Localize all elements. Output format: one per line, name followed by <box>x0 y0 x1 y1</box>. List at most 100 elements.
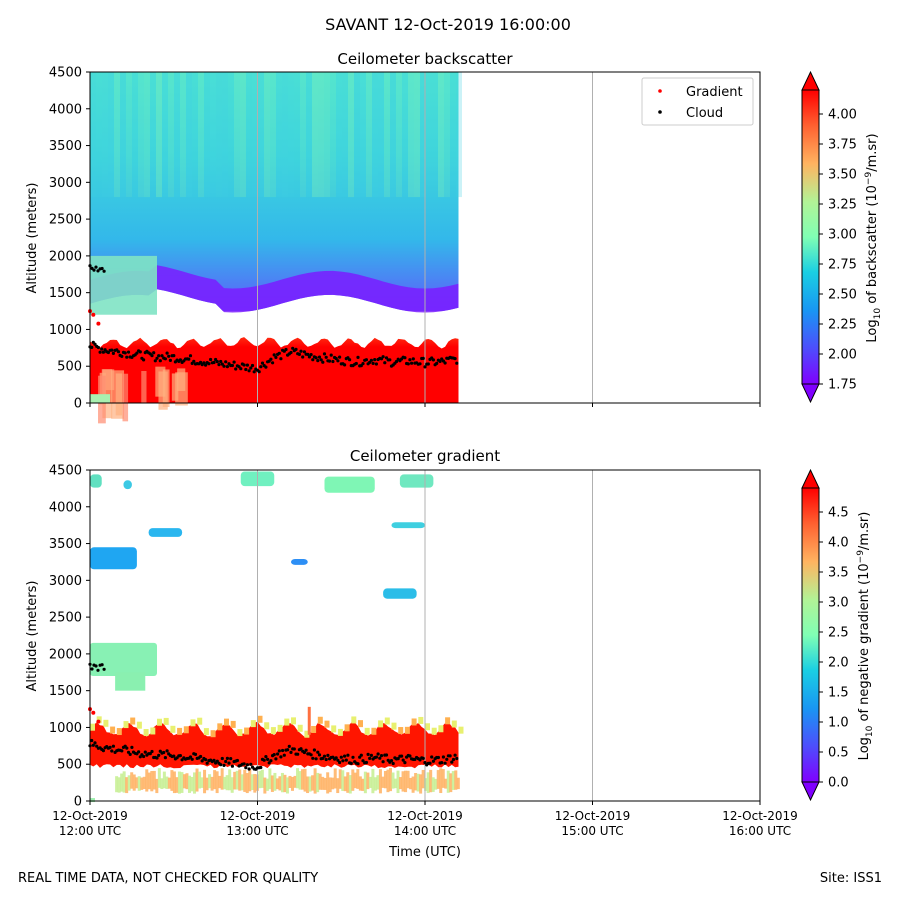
surface-layer-strip <box>409 777 413 790</box>
texture-column <box>234 72 240 198</box>
xtick-time: 13:00 UTC <box>226 824 288 838</box>
cloud-point <box>163 756 167 760</box>
surface-layer-strip <box>185 773 189 790</box>
cloud-point <box>381 355 385 359</box>
texture-column <box>222 72 228 198</box>
cloud-point <box>341 759 345 763</box>
cloud-point <box>364 358 368 362</box>
surface-layer-strip <box>253 774 257 793</box>
cloud-point <box>277 749 281 753</box>
cloud-point <box>120 749 124 753</box>
surface-layer-strip <box>424 778 428 791</box>
colorbar-1-bar <box>801 89 820 385</box>
cloud-point <box>264 365 268 369</box>
cloud-point <box>281 748 285 753</box>
band-fringe <box>217 723 223 731</box>
texture-column <box>444 72 450 198</box>
band-fringe <box>230 720 236 728</box>
cloud-point <box>150 749 154 754</box>
aerosol-blob <box>148 528 183 537</box>
cloud-point <box>108 745 112 750</box>
surface-layer-strip <box>150 770 154 792</box>
surface-layer-strip <box>346 772 350 793</box>
cloud-point <box>207 362 211 366</box>
surface-layer-strip <box>203 769 207 794</box>
surface-layer-strip <box>285 777 289 794</box>
band-fringe <box>264 722 270 730</box>
cloud-upper-point <box>100 663 104 667</box>
surface-layer-strip <box>235 770 239 790</box>
surface-layer-strip <box>348 775 352 794</box>
ytick-label: 1500 <box>49 286 82 301</box>
cloud-point <box>359 753 363 757</box>
texture-column <box>348 72 354 198</box>
cloud-upper-point <box>94 664 98 668</box>
surface-layer-strip <box>376 775 380 790</box>
surface-layer-strip <box>260 769 264 788</box>
texture-column <box>96 72 102 198</box>
cloud-point <box>384 753 389 757</box>
surface-layer-strip <box>451 771 455 790</box>
colorbar-tick-label: 4.0 <box>828 536 849 551</box>
cloud-point <box>250 363 255 368</box>
surface-layer-strip <box>130 772 134 789</box>
cloud-point <box>130 745 134 750</box>
band-fringe <box>110 726 116 734</box>
gradient-title: Ceilometer gradient <box>350 447 500 465</box>
ytick-label: 1000 <box>49 323 82 338</box>
cloud-point <box>301 355 305 359</box>
cloud-point <box>157 753 161 758</box>
surface-layer-strip <box>429 769 433 793</box>
cloud-point <box>334 756 338 760</box>
surface-layer-strip <box>338 769 342 789</box>
band-fringe <box>103 719 109 727</box>
surface-layer-strip <box>233 771 237 790</box>
cloud-point <box>421 356 425 360</box>
band-fringe <box>404 726 410 734</box>
cloud-point <box>125 746 129 750</box>
band-fringe <box>445 717 451 725</box>
upper-layer-region <box>90 642 157 676</box>
surface-patch <box>141 370 147 403</box>
texture-column <box>450 72 456 198</box>
cloud-point <box>430 755 434 759</box>
band-fringe <box>304 730 310 738</box>
cloud-point <box>291 346 295 350</box>
cloud-point <box>128 752 132 757</box>
cloud-point <box>100 347 104 351</box>
ytick-label: 3500 <box>49 537 82 552</box>
surface-layer-strip <box>250 774 254 790</box>
band-fringe <box>291 717 296 725</box>
cloud-point <box>93 342 97 346</box>
cloud-upper-point <box>94 265 98 269</box>
cloud-point <box>396 757 400 761</box>
surface-patch <box>122 373 129 422</box>
cloud-point <box>244 367 248 372</box>
gradient-point <box>91 312 96 317</box>
cloud-point <box>178 754 182 758</box>
cloud-point <box>339 755 343 759</box>
surface-layer-strip <box>152 770 156 790</box>
texture-column <box>120 72 126 198</box>
band-fringe <box>317 716 323 724</box>
cloud-point <box>299 349 303 353</box>
gradient-yticks: 0 500 1000 1500 2000 2500 3000 3500 4000 4500 <box>49 464 90 810</box>
cloud-point <box>327 359 332 363</box>
cloud-point <box>120 354 124 358</box>
cloud-point <box>289 750 293 755</box>
surface-layer-strip <box>160 778 164 790</box>
gradient-panel: Ceilometer gradient 0 500 1000 1500 2000 2500… <box>25 447 875 860</box>
residual-gap <box>90 289 459 337</box>
cloud-point <box>451 757 456 762</box>
surface-layer-strip <box>127 775 131 791</box>
cloud-point <box>423 365 427 369</box>
cloud-point <box>400 754 404 758</box>
ytick-label: 2000 <box>49 647 82 662</box>
cloud-point <box>314 356 318 360</box>
cloud-upper-point <box>96 668 100 672</box>
band-fringe <box>277 724 283 732</box>
surface-layer-strip <box>386 769 390 793</box>
surface-layer-strip <box>366 772 370 790</box>
cloud-point <box>142 358 146 362</box>
